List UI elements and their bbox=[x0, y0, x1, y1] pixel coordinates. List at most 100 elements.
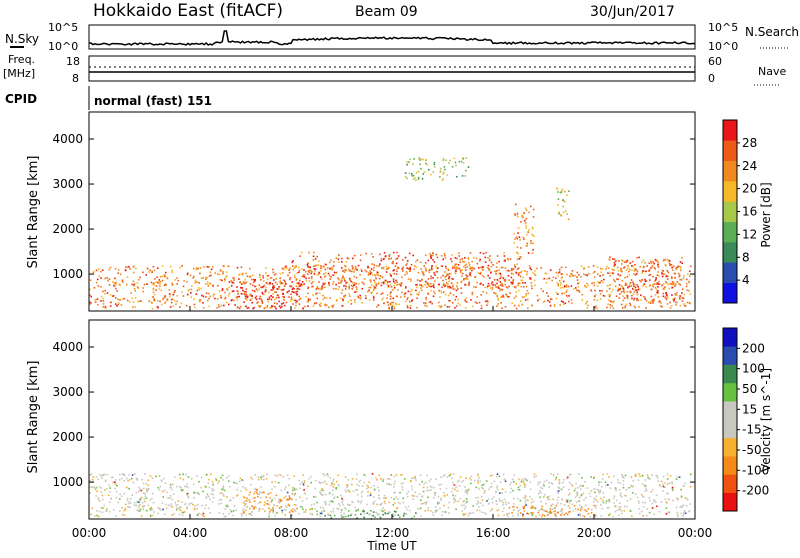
scatter-point bbox=[527, 499, 529, 502]
scatter-point bbox=[206, 494, 209, 496]
scatter-point bbox=[147, 489, 149, 491]
scatter-point bbox=[409, 480, 412, 483]
scatter-point bbox=[552, 510, 555, 513]
scatter-point bbox=[642, 495, 644, 498]
scatter-point bbox=[403, 478, 406, 480]
scatter-point bbox=[675, 301, 677, 304]
scatter-point bbox=[226, 301, 228, 304]
scatter-point bbox=[316, 501, 318, 504]
scatter-point bbox=[665, 298, 668, 300]
scatter-point bbox=[126, 283, 128, 286]
scatter-point bbox=[503, 514, 505, 516]
scatter-point bbox=[346, 484, 348, 486]
scatter-point bbox=[465, 506, 467, 508]
scatter-point bbox=[279, 281, 281, 284]
scatter-point bbox=[292, 303, 294, 305]
scatter-point bbox=[563, 292, 566, 295]
scatter-point bbox=[378, 497, 381, 500]
colorbar-segment bbox=[723, 120, 737, 141]
scatter-point bbox=[248, 494, 251, 496]
scatter-point bbox=[442, 284, 445, 286]
scatter-point bbox=[401, 488, 404, 491]
scatter-point bbox=[425, 502, 428, 504]
scatter-point bbox=[373, 297, 375, 299]
scatter-point bbox=[305, 497, 308, 500]
scatter-point bbox=[187, 496, 190, 499]
scatter-point bbox=[249, 294, 251, 296]
scatter-point bbox=[241, 283, 243, 285]
scatter-point bbox=[389, 302, 392, 305]
scatter-point bbox=[275, 291, 278, 293]
scatter-point bbox=[458, 252, 460, 254]
scatter-point bbox=[622, 290, 625, 293]
scatter-point bbox=[166, 298, 169, 301]
scatter-point bbox=[684, 482, 686, 485]
scatter-point bbox=[515, 291, 517, 293]
scatter-point bbox=[322, 494, 325, 496]
scatter-point bbox=[452, 294, 455, 296]
scatter-point bbox=[97, 515, 100, 518]
scatter-point bbox=[460, 160, 463, 163]
scatter-point bbox=[441, 286, 443, 289]
scatter-point bbox=[224, 279, 226, 282]
scatter-point bbox=[361, 490, 364, 493]
scatter-point bbox=[289, 267, 292, 270]
scatter-point bbox=[238, 480, 241, 483]
scatter-point bbox=[383, 302, 385, 305]
scatter-point bbox=[561, 188, 564, 191]
scatter-point bbox=[382, 281, 385, 284]
scatter-point bbox=[485, 513, 487, 515]
scatter-point bbox=[623, 267, 625, 269]
scatter-point bbox=[634, 306, 637, 309]
scatter-point bbox=[222, 265, 225, 267]
scatter-point bbox=[662, 295, 665, 298]
scatter-point bbox=[561, 292, 564, 295]
scatter-point bbox=[568, 500, 571, 502]
scatter-point bbox=[205, 497, 207, 499]
scatter-point bbox=[182, 295, 185, 297]
scatter-point bbox=[360, 296, 362, 298]
scatter-point bbox=[307, 300, 310, 302]
scatter-point bbox=[319, 491, 322, 494]
scatter-point bbox=[275, 512, 278, 514]
scatter-point bbox=[499, 284, 502, 286]
scatter-point bbox=[433, 272, 435, 274]
scatter-point bbox=[194, 279, 197, 282]
scatter-point bbox=[272, 286, 274, 289]
scatter-point bbox=[580, 265, 583, 268]
scatter-point bbox=[109, 487, 111, 489]
scatter-point bbox=[257, 476, 260, 478]
scatter-point bbox=[465, 157, 468, 159]
scatter-point bbox=[638, 473, 640, 475]
scatter-point bbox=[593, 284, 596, 287]
scatter-point bbox=[325, 304, 328, 306]
scatter-point bbox=[188, 289, 190, 291]
scatter-point bbox=[481, 486, 483, 489]
scatter-point bbox=[632, 281, 634, 283]
scatter-point bbox=[144, 493, 146, 495]
scatter-point bbox=[498, 260, 500, 263]
scatter-point bbox=[116, 305, 118, 307]
scatter-point bbox=[366, 512, 369, 514]
scatter-point bbox=[609, 274, 611, 277]
scatter-point bbox=[442, 173, 445, 175]
scatter-point bbox=[245, 281, 248, 283]
scatter-point bbox=[669, 307, 672, 309]
scatter-point bbox=[452, 285, 454, 288]
scatter-point bbox=[468, 284, 470, 286]
scatter-point bbox=[116, 290, 118, 292]
scatter-point bbox=[126, 497, 129, 500]
scatter-point bbox=[194, 281, 196, 284]
scatter-point bbox=[531, 287, 533, 290]
scatter-point bbox=[280, 282, 283, 284]
scatter-point bbox=[470, 475, 473, 478]
scatter-point bbox=[322, 489, 324, 492]
scatter-point bbox=[608, 499, 610, 501]
scatter-point bbox=[565, 266, 567, 269]
scatter-point bbox=[181, 514, 184, 517]
scatter-point bbox=[555, 277, 557, 280]
scatter-point bbox=[661, 305, 663, 308]
scatter-point bbox=[664, 273, 666, 275]
scatter-point bbox=[299, 483, 302, 485]
scatter-point bbox=[546, 278, 548, 280]
